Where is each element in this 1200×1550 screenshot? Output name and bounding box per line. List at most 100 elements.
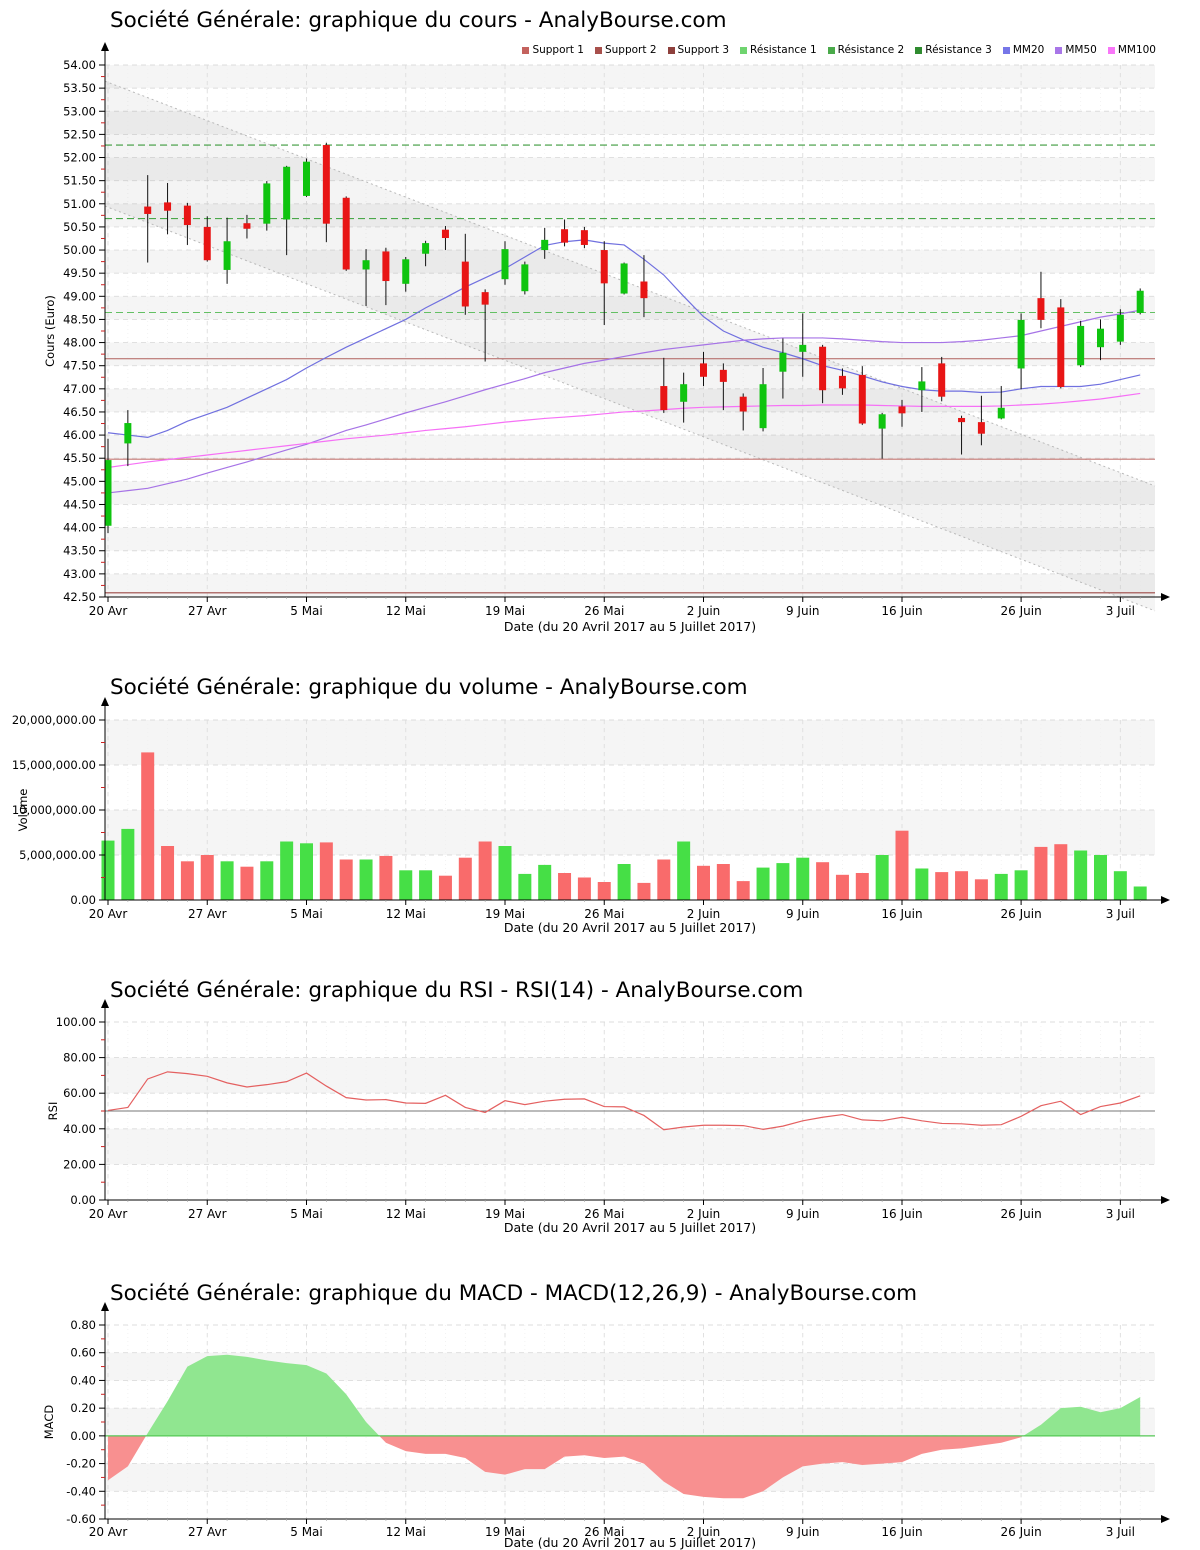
rsi-hgrid bbox=[105, 1021, 1155, 1201]
candle-body bbox=[263, 183, 271, 224]
volume-bar bbox=[677, 841, 691, 900]
price-ytick-label: 43.50 bbox=[63, 544, 96, 558]
volume-xtick-label: 26 Mai bbox=[584, 907, 624, 921]
legend-label: Support 3 bbox=[677, 44, 730, 56]
candle-body bbox=[481, 292, 489, 305]
volume-xtick-label: 16 Juin bbox=[881, 907, 922, 921]
volume-bar bbox=[101, 840, 115, 900]
legend-item-r-sistance-3: Résistance 3 bbox=[915, 44, 992, 56]
volume-chart-section: 20,000,000.00 15,000,000.00 10,000,000.00 5… bbox=[0, 655, 1200, 945]
volume-bar bbox=[855, 873, 869, 900]
volume-bar bbox=[538, 864, 552, 900]
volume-bar bbox=[657, 859, 671, 900]
macd-negative-area bbox=[108, 1435, 1141, 1499]
volume-xtick-label: 20 Avr bbox=[89, 907, 128, 921]
legend-item-mm100: MM100 bbox=[1107, 44, 1156, 56]
candle bbox=[382, 247, 390, 306]
candle-body bbox=[600, 250, 608, 284]
volume-bar bbox=[637, 882, 651, 900]
volume-bar bbox=[419, 870, 433, 900]
volume-stripes bbox=[105, 720, 1155, 855]
candle bbox=[322, 142, 330, 243]
legend-label: Résistance 1 bbox=[750, 44, 817, 56]
rsi-axes bbox=[101, 999, 1170, 1204]
rsi-xtick-label: 20 Avr bbox=[89, 1207, 128, 1221]
volume-bar bbox=[478, 841, 492, 900]
candle-body bbox=[918, 381, 926, 391]
candle-body bbox=[977, 422, 985, 434]
macd-yticks: 0.80 0.60 0.40 0.20 0.00 -0.20 -0.40 -0.60 bbox=[66, 1318, 105, 1526]
candle-body bbox=[819, 346, 827, 391]
price-xtick-label: 20 Avr bbox=[89, 604, 128, 618]
volume-bar bbox=[1054, 844, 1068, 900]
price-ytick-label: 50.00 bbox=[63, 243, 96, 257]
candle-body bbox=[938, 363, 946, 397]
candle-body bbox=[1037, 298, 1045, 320]
legend-label: Résistance 2 bbox=[837, 44, 905, 56]
volume-bar bbox=[300, 843, 313, 900]
rsi-ytick-label: 20.00 bbox=[63, 1157, 96, 1171]
macd-ytick-label: -0.60 bbox=[66, 1512, 96, 1526]
macd-xtick-label: 9 Juin bbox=[786, 1525, 820, 1539]
volume-bar bbox=[200, 855, 214, 900]
volume-ytick-label: 0.00 bbox=[70, 893, 96, 907]
rsi-ytick-label: 80.00 bbox=[63, 1051, 96, 1065]
candle-body bbox=[124, 423, 132, 444]
rsi-chart-section: 100.00 80.00 60.00 40.00 20.00 0.00 20 Avr 27 A… bbox=[0, 950, 1200, 1240]
candle-body bbox=[680, 384, 688, 402]
candle bbox=[521, 261, 529, 295]
volume-bar bbox=[955, 871, 969, 900]
macd-xtick-label: 16 Juin bbox=[881, 1525, 922, 1539]
macd-xaxis-arrow-icon bbox=[1161, 1515, 1170, 1523]
volume-bar bbox=[498, 846, 512, 900]
candle-body bbox=[1136, 290, 1144, 313]
macd-xtick-label: 5 Mai bbox=[290, 1525, 323, 1539]
volume-bar bbox=[260, 861, 274, 900]
macd-axes bbox=[101, 1302, 1170, 1523]
candle-body bbox=[521, 264, 529, 292]
legend-item-mm20: MM20 bbox=[1002, 44, 1044, 56]
volume-bar bbox=[558, 873, 572, 900]
volume-bar bbox=[518, 873, 532, 900]
legend-swatch-icon bbox=[1002, 46, 1010, 54]
rsi-yaxis-arrow-icon bbox=[101, 999, 109, 1008]
candle-body bbox=[104, 460, 112, 526]
volume-bar bbox=[617, 864, 631, 900]
legend-item-r-sistance-2: Résistance 2 bbox=[827, 44, 905, 56]
macd-ytick-label: 0.20 bbox=[70, 1401, 96, 1415]
volume-xtick-label: 5 Mai bbox=[290, 907, 323, 921]
volume-chart-svg: 20,000,000.00 15,000,000.00 10,000,000.00 5… bbox=[12, 697, 1170, 935]
volume-bar bbox=[697, 865, 710, 900]
price-ytick-label: 53.50 bbox=[63, 81, 96, 95]
candle-body bbox=[422, 243, 430, 254]
legend-item-support-2: Support 2 bbox=[594, 44, 657, 56]
candle-body bbox=[461, 261, 469, 307]
macd-xtick-label: 26 Mai bbox=[584, 1525, 624, 1539]
macd-ytick-label: 0.00 bbox=[70, 1429, 96, 1443]
candle bbox=[977, 395, 985, 446]
price-ytick-label: 49.50 bbox=[63, 266, 96, 280]
rsi-xtick-label: 27 Avr bbox=[188, 1207, 227, 1221]
candle-body bbox=[620, 263, 628, 294]
candle-body bbox=[144, 206, 152, 214]
candle-body bbox=[362, 260, 370, 270]
candle bbox=[481, 289, 489, 362]
rsi-xtick-label: 3 Juil bbox=[1106, 1207, 1135, 1221]
legend-item-support-1: Support 1 bbox=[522, 44, 584, 56]
volume-xtick-label: 26 Juin bbox=[1001, 907, 1042, 921]
price-xtick-label: 19 Mai bbox=[485, 604, 525, 618]
candle-body bbox=[779, 352, 787, 372]
candle-body bbox=[203, 226, 211, 261]
price-ytick-label: 53.00 bbox=[63, 104, 96, 118]
price-xtick-label: 3 Juil bbox=[1106, 604, 1135, 618]
price-yticks: 54.00 53.50 53.00 52.50 52.00 51.50 51.00 50.50… bbox=[63, 58, 105, 604]
macd-ytick-label: 0.80 bbox=[70, 1318, 96, 1332]
macd-chart-title: Société Générale: graphique du MACD - MA… bbox=[110, 1281, 918, 1306]
price-ytick-label: 49.00 bbox=[63, 289, 96, 303]
rsi-xaxis-title: Date (du 20 Avril 2017 au 5 Juillet 2017… bbox=[504, 1220, 756, 1235]
price-ytick-label: 47.00 bbox=[63, 382, 96, 396]
candle bbox=[1057, 299, 1065, 389]
candle-body bbox=[660, 386, 668, 411]
candle bbox=[283, 165, 291, 256]
candle-body bbox=[1116, 314, 1124, 342]
